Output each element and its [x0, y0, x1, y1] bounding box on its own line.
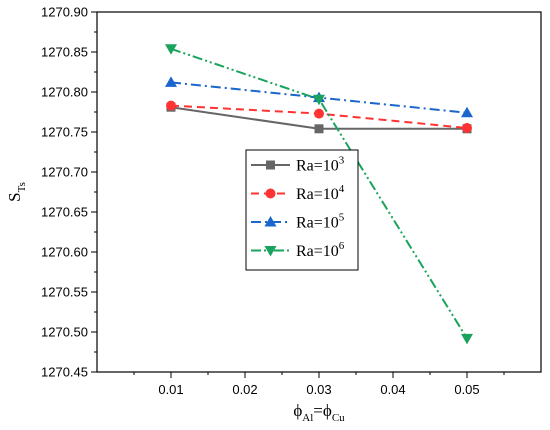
series-2-point-3 — [462, 123, 472, 133]
series-3-point-3 — [461, 106, 473, 118]
legend-label-2-sup: 4 — [339, 183, 345, 195]
y-label-base: S — [5, 192, 24, 201]
plot-area — [165, 44, 473, 345]
y-label-sub: Ts — [16, 182, 28, 192]
axes: 1270.45 1270.50 1270.55 1270.60 1270.65 1270.… — [5, 5, 542, 424]
series-2-point-1 — [166, 100, 176, 111]
legend-label-2: Ra=104 — [296, 183, 345, 203]
series-4-point-2 — [313, 94, 325, 106]
x-label-sub1: Al — [302, 412, 313, 424]
series-1-point-2 — [314, 124, 324, 134]
legend-label-4-base: Ra=10 — [296, 243, 339, 260]
y-tick-label-5: 1270.65 — [41, 205, 88, 220]
legend-marker-1 — [266, 160, 275, 170]
y-tick-label-2: 1270.50 — [41, 325, 88, 340]
legend-label-3-base: Ra=10 — [296, 215, 339, 232]
series-4-point-1 — [165, 44, 177, 55]
series-4-point-3 — [461, 333, 473, 345]
series-3-point-1 — [165, 76, 177, 87]
x-tick-label-1: 0.01 — [158, 382, 183, 397]
legend-label-3-sup: 5 — [339, 212, 345, 224]
y-tick-label-6: 1270.70 — [41, 165, 88, 180]
series-2-point-2 — [314, 108, 324, 119]
x-tick-label-5: 0.05 — [454, 382, 479, 397]
legend-label-3: Ra=105 — [296, 212, 345, 232]
x-label-base: ϕ — [293, 401, 302, 420]
y-tick-label-9: 1270.85 — [41, 45, 88, 60]
x-tick-label-3: 0.03 — [306, 382, 331, 397]
x-label-mid: =ϕ — [313, 401, 332, 420]
y-tick-label-1: 1270.45 — [41, 365, 88, 380]
y-tick-label-3: 1270.55 — [41, 285, 88, 300]
legend-label-1-base: Ra=10 — [296, 158, 339, 175]
x-tick-label-2: 0.02 — [232, 382, 257, 397]
legend-marker-4 — [264, 246, 277, 257]
legend-label-1: Ra=103 — [296, 155, 345, 175]
x-tick-label-4: 0.04 — [380, 382, 405, 397]
legend-label-4: Ra=106 — [296, 240, 345, 260]
legend-label-2-base: Ra=10 — [296, 186, 339, 203]
y-tick-label-10: 1270.90 — [41, 5, 88, 20]
y-axis-label: STs — [5, 182, 28, 202]
legend-label-4-sup: 6 — [339, 240, 345, 252]
legend-marker-2 — [265, 188, 276, 199]
x-axis-label: ϕAl=ϕCu — [293, 401, 345, 424]
legend-marker-3 — [264, 216, 277, 227]
y-tick-label-7: 1270.75 — [41, 125, 88, 140]
y-tick-label-4: 1270.60 — [41, 245, 88, 260]
x-label-sub2: Cu — [332, 412, 345, 424]
y-tick-label-8: 1270.80 — [41, 85, 88, 100]
legend-label-1-sup: 3 — [339, 155, 345, 167]
